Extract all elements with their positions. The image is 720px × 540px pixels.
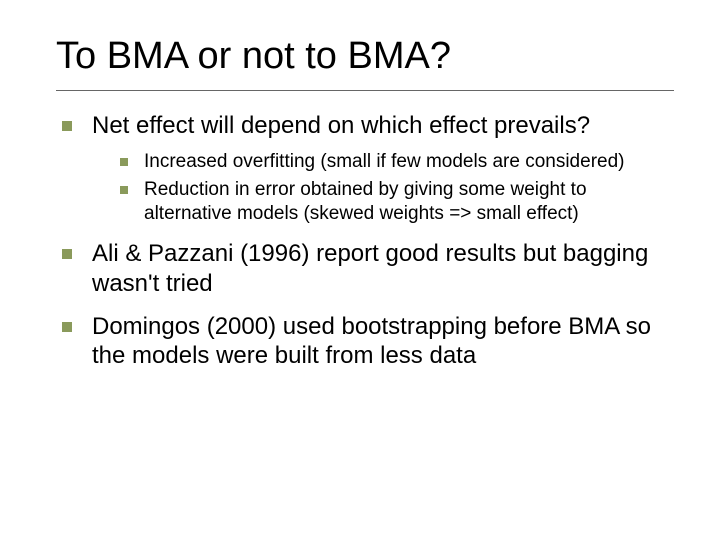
list-item: Reduction in error obtained by giving so…	[92, 178, 674, 226]
list-item: Domingos (2000) used bootstrapping befor…	[56, 312, 674, 371]
slide-title: To BMA or not to BMA?	[56, 36, 674, 78]
bullet-text: Domingos (2000) used bootstrapping befor…	[92, 313, 651, 369]
list-item: Increased overfitting (small if few mode…	[92, 150, 674, 174]
bullet-text: Increased overfitting (small if few mode…	[144, 151, 624, 172]
list-item: Net effect will depend on which effect p…	[56, 111, 674, 226]
list-item: Ali & Pazzani (1996) report good results…	[56, 239, 674, 298]
bullet-list: Net effect will depend on which effect p…	[56, 111, 674, 371]
slide: To BMA or not to BMA? Net effect will de…	[0, 0, 720, 540]
bullet-text: Net effect will depend on which effect p…	[92, 112, 590, 139]
bullet-text: Reduction in error obtained by giving so…	[144, 179, 587, 224]
title-underline	[56, 90, 674, 91]
bullet-text: Ali & Pazzani (1996) report good results…	[92, 240, 648, 296]
sub-bullet-list: Increased overfitting (small if few mode…	[92, 150, 674, 225]
